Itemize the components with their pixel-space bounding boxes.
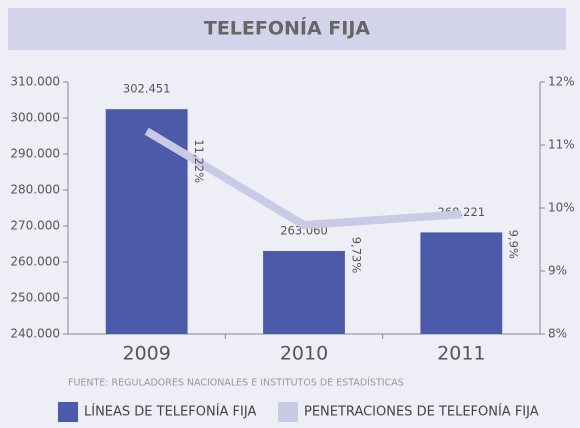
bar bbox=[105, 109, 188, 335]
value-label: 302.451 bbox=[123, 82, 171, 96]
bar bbox=[263, 250, 345, 334]
legend-label: LÍNEAS DE TELEFONÍA FIJA bbox=[84, 404, 256, 420]
y2-tick-label: 9% bbox=[548, 264, 567, 278]
y2-tick-label: 12% bbox=[548, 75, 575, 89]
legend-swatch bbox=[58, 402, 78, 422]
bar bbox=[420, 232, 503, 334]
value-label: 9,9% bbox=[507, 230, 521, 259]
x-tick-label: 2011 bbox=[437, 343, 485, 365]
legend-swatch bbox=[278, 402, 298, 422]
y-tick-label: 240.000 bbox=[10, 327, 60, 341]
x-tick-label: 2010 bbox=[280, 343, 328, 365]
line bbox=[144, 127, 462, 230]
source: FUENTE: REGULADORES NACIONALES E INSTITU… bbox=[68, 377, 404, 389]
x-tick-label: 2009 bbox=[122, 343, 170, 365]
legend-label: PENETRACIONES DE TELEFONÍA FIJA bbox=[304, 404, 539, 420]
title-banner bbox=[8, 8, 566, 50]
y-tick-label: 280.000 bbox=[10, 183, 60, 197]
value-label: 9,73% bbox=[349, 237, 363, 274]
y2-tick-label: 8% bbox=[548, 327, 567, 341]
y-tick-label: 270.000 bbox=[10, 219, 60, 233]
chart-title: TELEFONÍA FIJA bbox=[204, 17, 371, 40]
y-tick-label: 290.000 bbox=[10, 147, 60, 161]
y2-tick-label: 10% bbox=[548, 201, 575, 215]
y-tick-label: 310.000 bbox=[10, 75, 60, 89]
value-label: 11,22% bbox=[192, 139, 206, 183]
y2-tick-label: 11% bbox=[548, 138, 575, 152]
y-tick-label: 250.000 bbox=[10, 291, 60, 305]
y-tick-label: 260.000 bbox=[10, 255, 60, 269]
y-tick-label: 300.000 bbox=[10, 111, 60, 125]
